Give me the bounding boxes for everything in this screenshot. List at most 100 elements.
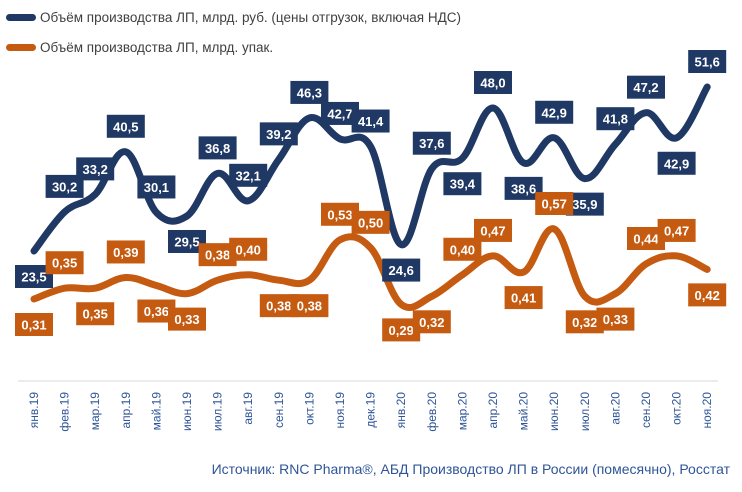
data-label-box [321,101,359,125]
data-label-box [259,294,298,318]
data-label-text: 0,35 [83,307,108,322]
data-label-rub: 40,5 [106,114,145,138]
data-label-rub: 38,6 [504,176,543,200]
data-label-text: 29,5 [174,234,199,249]
series-line-rub [30,83,711,255]
data-label-rub: 39,4 [443,172,482,196]
data-label-pack: 0,38 [198,243,237,267]
data-label-box [168,307,206,331]
data-label-pack: 0,41 [504,286,543,310]
data-label-text: 41,8 [603,112,628,127]
data-label-box [106,114,145,138]
data-label-box [504,176,543,200]
data-label-pack: 0,32 [412,310,451,334]
data-label-text: 0,41 [511,291,536,306]
data-label-text: 0,42 [695,288,720,303]
data-label-pack: 0,39 [106,240,145,264]
data-label-text: 0,33 [174,312,199,327]
x-tick-label: сен.20 [639,392,653,428]
data-label-box [382,318,421,342]
x-tick-label: июн.19 [180,392,194,431]
data-label-box [596,307,635,331]
x-tick-label: янв.20 [394,392,408,429]
data-label-box [443,237,482,261]
legend-item-pack: Объём производства ЛП, млрд. упак. [6,40,273,55]
x-tick-label: май.20 [517,392,531,431]
data-label-text: 37,6 [419,136,444,151]
data-label-text: 0,32 [572,315,597,330]
x-tick-label: фев.19 [58,392,72,432]
source-note: Источник: RNC Pharma®, АБД Производство … [211,461,730,477]
data-label-text: 0,40 [236,242,261,257]
data-label-text: 0,39 [113,245,138,260]
data-label-text: 33,2 [83,162,108,177]
legend-item-rub: Объём производства ЛП, млрд. руб. (цены … [6,10,461,25]
x-tick-label: апр.19 [119,392,133,429]
data-label-text: 24,6 [389,263,414,278]
data-label-text: 32,1 [236,168,261,183]
data-label-rub: 47,2 [627,75,665,99]
legend-label-rub: Объём производства ЛП, млрд. руб. (цены … [40,10,461,25]
data-label-rub: 42,9 [657,151,696,175]
data-label-box [229,237,268,261]
data-label-pack: 0,47 [657,218,696,242]
data-label-box [106,240,145,264]
data-label-text: 23,5 [21,270,46,285]
data-label-rub: 32,1 [229,163,268,187]
x-tick-label: мар.20 [455,392,469,431]
data-label-text: 0,40 [450,242,475,257]
data-label-box [443,172,482,196]
data-label-pack: 0,38 [259,294,298,318]
data-label-text: 48,0 [480,76,505,91]
x-tick-label: мар.19 [88,392,102,431]
series-line-pack [30,225,711,312]
data-label-text: 0,57 [542,197,567,212]
data-label-text: 0,38 [205,248,230,263]
data-label-text: 46,3 [297,85,322,100]
data-label-box [474,71,512,95]
data-label-text: 0,36 [144,304,169,319]
data-label-pack: 0,53 [321,202,359,226]
data-label-text: 0,38 [266,299,291,314]
data-label-text: 40,5 [113,119,138,134]
data-label-rub: 33,2 [76,157,115,181]
data-label-rub: 24,6 [382,258,421,282]
x-tick-label: окт.19 [302,392,316,425]
x-tick-label: апр.20 [486,392,500,429]
data-label-text: 42,9 [664,156,689,171]
data-label-rub: 51,6 [688,50,727,73]
legend-swatch-rub [6,14,36,21]
x-tick-label: дек.19 [364,392,378,428]
data-label-box [504,286,543,310]
x-tick-label: июн.20 [547,392,561,431]
x-tick-label: сен.19 [272,392,286,428]
data-label-box [290,80,329,104]
data-label-box [474,218,512,242]
data-label-box [15,313,53,336]
data-label-pack: 0,40 [229,237,268,261]
data-label-text: 0,44 [633,232,659,247]
data-label-rub: 30,2 [45,174,84,198]
data-label-rub: 48,0 [474,71,512,95]
data-label-pack: 0,47 [474,218,512,242]
data-label-rub: 35,9 [565,192,604,216]
data-label-box [198,136,237,160]
data-label-rub: 36,8 [198,136,237,160]
data-label-box [657,218,696,242]
data-label-rub: 41,4 [351,109,390,133]
data-label-text: 51,6 [695,55,720,70]
x-tick-label: окт.20 [670,392,684,425]
data-label-pack: 0,40 [443,237,482,261]
data-label-pack: 0,35 [45,251,84,275]
data-label-box [688,50,727,73]
data-label-box [627,75,665,99]
x-tick-label: июл.20 [578,392,592,431]
data-label-text: 38,6 [511,181,536,196]
data-label-pack: 0,57 [535,192,574,215]
data-label-rub: 46,3 [290,80,329,104]
data-label-box [198,243,237,267]
data-label-pack: 0,32 [565,310,604,334]
data-label-text: 0,35 [52,256,77,271]
data-label-box [535,100,574,124]
data-label-box [259,122,298,146]
